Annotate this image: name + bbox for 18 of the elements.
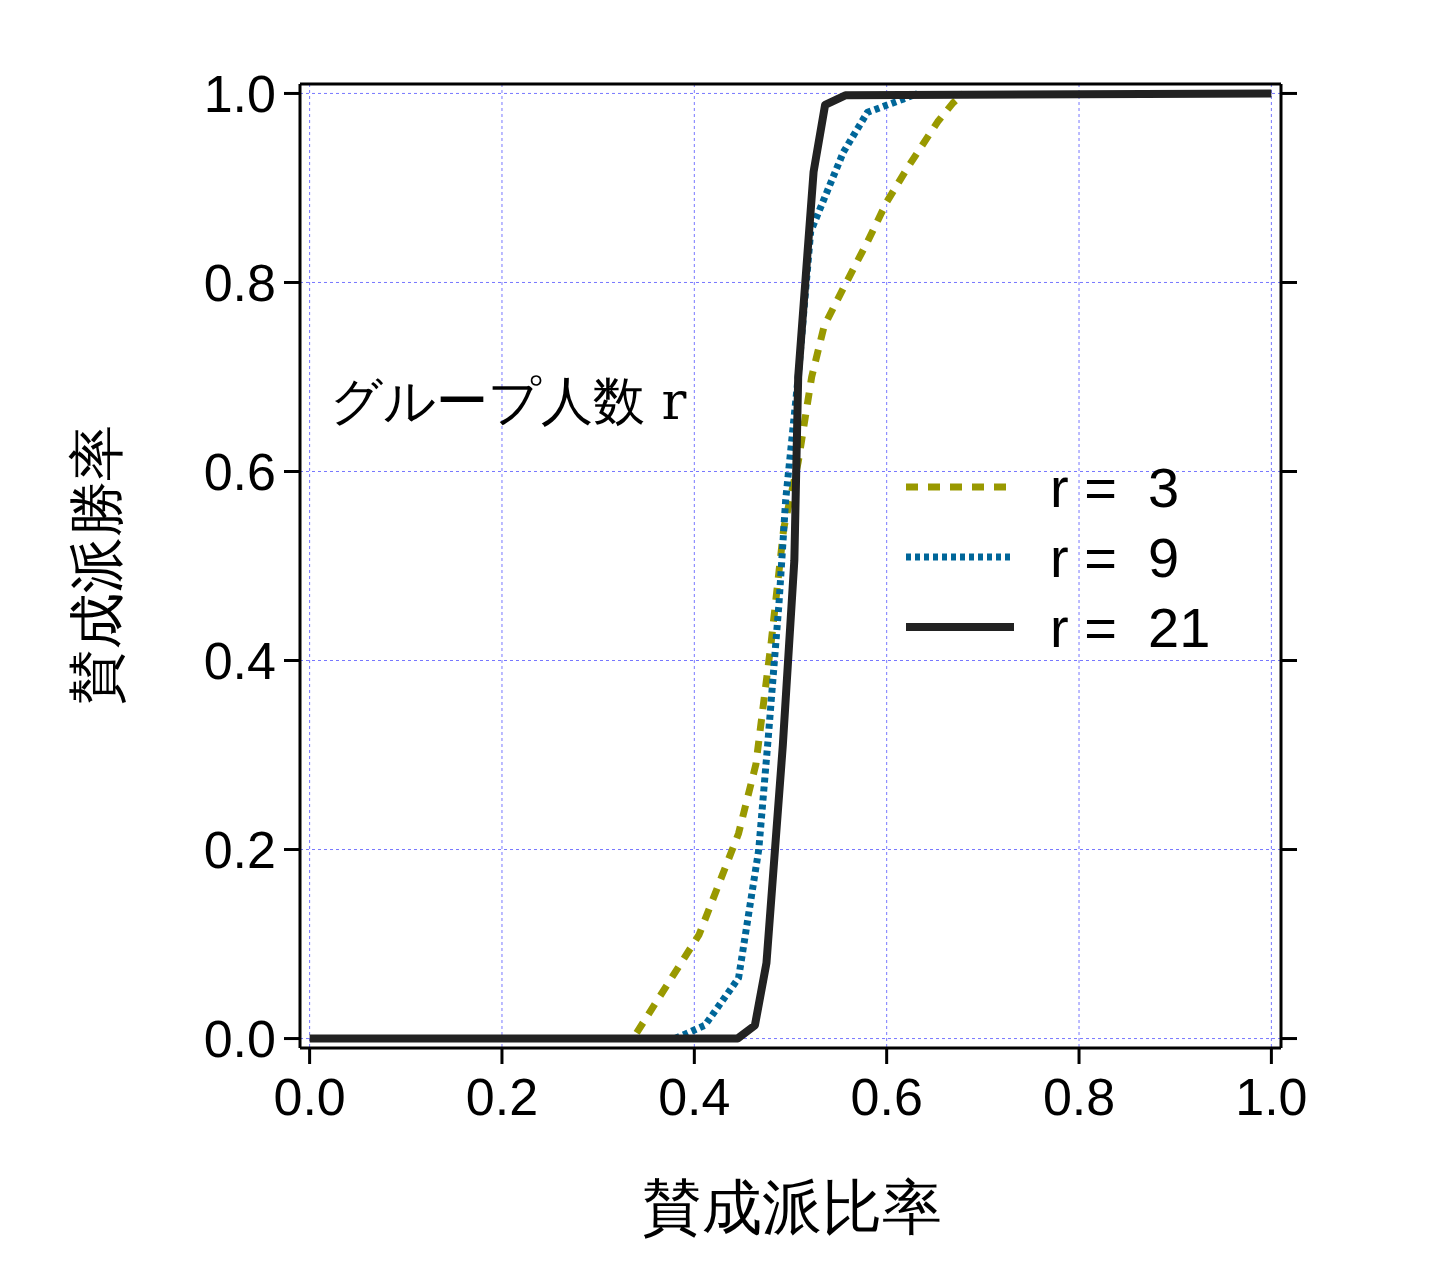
legend-label: r = 21: [1050, 594, 1211, 660]
y-tick-label: 0.2: [203, 820, 276, 879]
y-tick-label: 0.0: [203, 1010, 276, 1069]
x-tick-label: 1.0: [1235, 1067, 1308, 1126]
x-tick-label: 0.6: [850, 1067, 923, 1126]
x-axis-title: 賛成派比率: [640, 1171, 943, 1244]
y-tick-label: 1.0: [203, 64, 276, 123]
x-tick-label: 0.8: [1042, 1067, 1116, 1126]
y-axis-title: 賛成派勝率: [63, 425, 130, 705]
y-tick-label: 0.4: [203, 631, 276, 690]
x-tick-label: 0.4: [658, 1067, 731, 1126]
x-tick-label: 0.0: [273, 1067, 346, 1126]
legend-label: r = 9: [1050, 524, 1180, 590]
x-tick-label: 0.2: [465, 1067, 539, 1126]
y-tick-label: 0.8: [203, 253, 276, 312]
legend-label: r = 3: [1050, 454, 1180, 520]
legend-title: グループ人数 r: [330, 370, 687, 433]
y-tick-label: 0.6: [203, 442, 276, 501]
